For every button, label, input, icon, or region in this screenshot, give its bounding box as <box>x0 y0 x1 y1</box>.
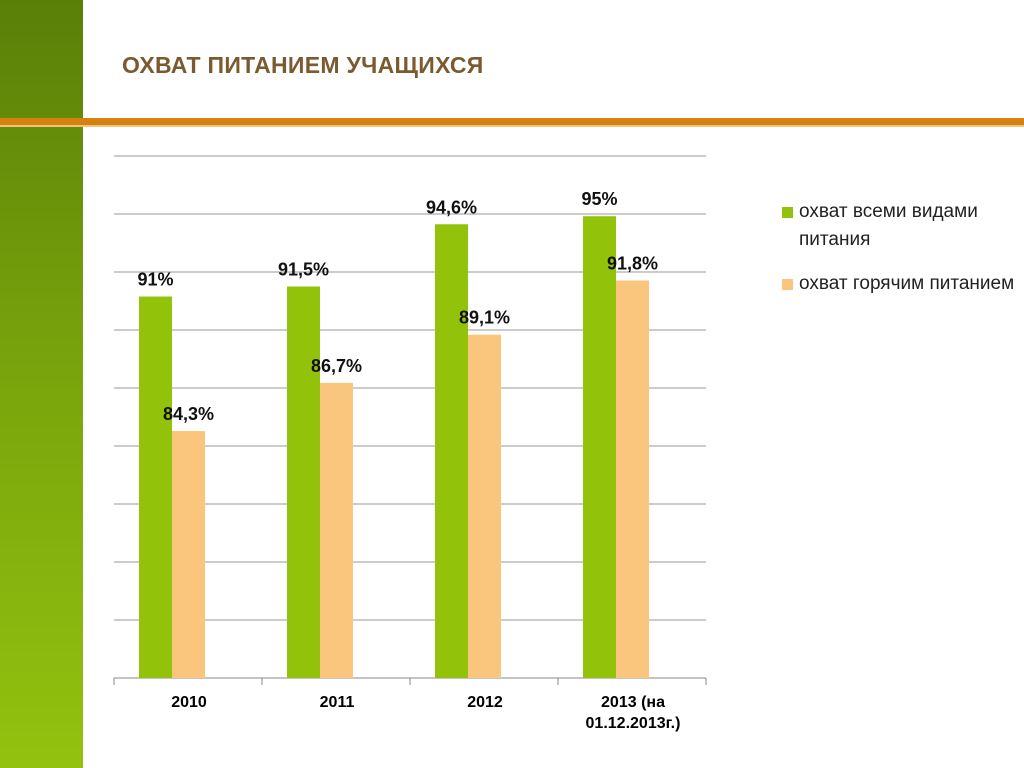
category-label: 2010 <box>171 694 207 711</box>
bar-all-meals <box>435 224 468 678</box>
data-label-all-meals: 91% <box>137 270 173 290</box>
data-label-hot-meals: 91,8% <box>607 253 658 273</box>
data-label-hot-meals: 86,7% <box>311 356 362 376</box>
bar-hot-meals <box>172 431 205 678</box>
bar-hot-meals <box>616 280 649 678</box>
data-label-all-meals: 95% <box>581 189 617 209</box>
bar-hot-meals <box>320 382 353 678</box>
category-label: 2011 <box>319 694 355 711</box>
slide-title: ОХВАТ ПИТАНИЕМ УЧАЩИХСЯ <box>122 52 484 78</box>
bar-all-meals <box>139 296 172 678</box>
category-label: 2012 <box>467 694 503 711</box>
legend-swatch-green <box>782 207 793 218</box>
category-label: 2013 (на 01.12.2013г.) <box>585 694 681 732</box>
data-label-hot-meals: 89,1% <box>459 308 510 328</box>
bar-hot-meals <box>468 334 501 678</box>
bar-all-meals <box>583 216 616 678</box>
legend-swatch-orange <box>782 279 793 290</box>
legend-item-all-meals: охват всеми видами питания <box>782 198 1017 254</box>
data-label-all-meals: 94,6% <box>426 197 477 217</box>
data-label-all-meals: 91,5% <box>278 260 329 280</box>
side-stripe <box>0 0 83 768</box>
legend-label: охват горячим питанием <box>799 273 1015 294</box>
data-label-hot-meals: 84,3% <box>163 404 214 424</box>
chart-legend: охват всеми видами питания охват горячим… <box>782 198 1017 314</box>
bar-all-meals <box>287 286 320 678</box>
legend-item-hot-meals: охват горячим питанием <box>782 270 1017 298</box>
title-rule <box>0 118 1024 127</box>
legend-label: охват всеми видами питания <box>799 201 978 250</box>
